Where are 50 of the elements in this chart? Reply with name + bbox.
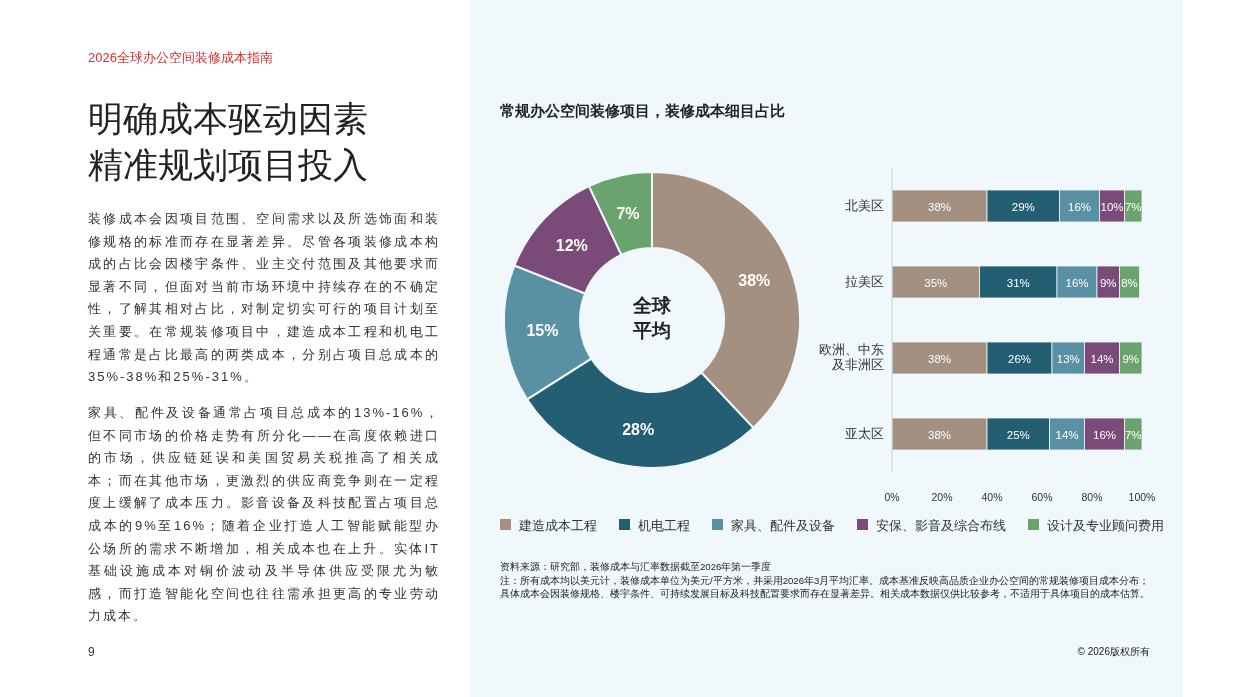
x-tick-label: 0%: [884, 491, 900, 503]
data-label: 7%: [1124, 200, 1142, 213]
data-label: 8%: [1121, 276, 1138, 289]
y-tick-label: 欧洲、中东及非洲区: [818, 342, 884, 374]
x-tick-label: 20%: [931, 491, 953, 503]
data-label: 35%: [924, 276, 948, 289]
y-tick-label: 亚太区: [844, 425, 884, 443]
data-label: 26%: [1007, 352, 1032, 365]
text: 家具、配件及设备通常占项目总成本的13%-16%，但不同市场的价格走势有所分化——在高度依赖进口的市场，供应链延误和美国贸易关税推高了相关成本；而在其他市场，更激烈的供应商竞争则在一定程度上缓解了成本压力。影音设备及科技配置占项目总成本的9%至16%；随着企业打造人工智能赋能型办公场所的需求不断增加，相关成本也在上升。实体IT基础设施成本对铜价波动及半导体供应受限尤为敏感，而打造智能化空间也往往需承担更高的专业劳动力成本。: [88, 405, 440, 624]
x-tick-label: 40%: [981, 491, 1003, 503]
text: 装修成本会因项目范围、空间需求以及所选饰面和装修规格的标准而存在显著差异。尽管各项装修成本构成的占比会因楼宇条件、业主交付范围及其他要求而显著不同，但面对当前市场环境中持续存在的不确定性，了解其相对占比，对制定切实可行的项目计划至关重要。在常规装修项目中，建造成本工程和机电工程通常是占比最高的两类成本，分别占项目总成本的35%-38%和25%-31%。: [88, 210, 440, 387]
text: 全球平均: [632, 294, 672, 343]
text: 9: [88, 645, 95, 659]
data-label: 31%: [1006, 276, 1030, 289]
data-label: 28%: [622, 421, 655, 439]
text: 资料来源：研究部，装修成本与汇率数据截至2026年第一季度: [500, 560, 773, 574]
data-label: 16%: [1067, 200, 1092, 213]
data-label: 9%: [1099, 276, 1117, 289]
data-label: 16%: [1092, 428, 1117, 441]
text: © 2026版权所有: [1076, 645, 1150, 659]
legend-label: 建造成本工程: [518, 519, 597, 533]
data-label: 13%: [1056, 352, 1080, 365]
data-label: 10%: [1100, 200, 1124, 213]
data-label: 38%: [927, 200, 952, 213]
data-label: 15%: [526, 322, 559, 340]
data-label: 7%: [1124, 428, 1142, 441]
x-tick-label: 80%: [1081, 491, 1103, 503]
text: 明确成本驱动因素精准规划项目投入: [88, 98, 369, 186]
x-tick-label: 60%: [1031, 491, 1053, 503]
legend-label: 家具、配件及设备: [731, 518, 835, 533]
data-label: 29%: [1011, 200, 1035, 213]
text: 注：所有成本均以美元计，装修成本单位为美元/平方米，并采用2026年3月平均汇率。成本基准反映高品质企业办公空间的常规装修项目成本分布；具体成本会因装修规格、楼宇条件、可持续发展目标及科技配置要求而存在显著差异。相关成本数据仅供比较参考，不适用于具体项目的成本估算。: [500, 573, 1150, 601]
data-label: 16%: [1065, 276, 1089, 289]
data-label: 12%: [555, 236, 588, 254]
data-label: 25%: [1006, 428, 1030, 441]
data-label: 38%: [927, 428, 952, 441]
legend-label: 设计及专业顾问费用: [1047, 519, 1164, 533]
y-tick-label: 北美区: [844, 197, 884, 215]
y-tick-label: 拉美区: [844, 273, 884, 291]
data-label: 14%: [1055, 428, 1079, 441]
data-label: 7%: [616, 204, 640, 222]
data-label: 38%: [927, 352, 952, 365]
data-label: 38%: [738, 271, 771, 289]
data-label: 14%: [1090, 352, 1114, 365]
data-label: 9%: [1122, 352, 1140, 365]
text: 2026全球办公空间装修成本指南: [88, 49, 273, 67]
x-tick-label: 100%: [1128, 491, 1156, 503]
legend-label: 机电工程: [638, 519, 690, 533]
legend-label: 安保、影音及综合布线: [876, 518, 1006, 533]
chart-title: 常规办公空间装修项目，装修成本细目占比: [500, 102, 785, 119]
